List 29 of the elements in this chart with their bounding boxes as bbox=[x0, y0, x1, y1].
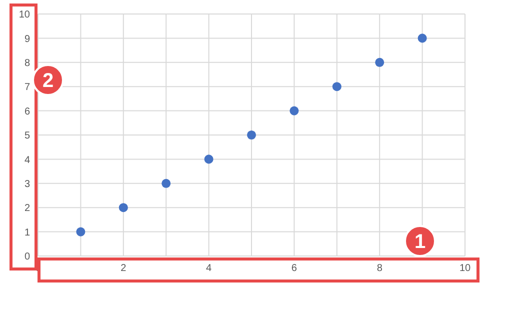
y-tick-label: 6 bbox=[24, 106, 30, 118]
point bbox=[162, 178, 171, 188]
y-tick-label: 8 bbox=[24, 58, 30, 69]
point bbox=[204, 154, 214, 164]
y-tick-label: 4 bbox=[24, 154, 30, 166]
y-tick-label: 2 bbox=[24, 203, 30, 214]
x-tick-label: 8 bbox=[376, 263, 383, 274]
annotation: 1 bbox=[414, 231, 426, 253]
x-tick-label: 2 bbox=[120, 263, 127, 274]
y-tick-label: 5 bbox=[24, 130, 30, 142]
numbered-badge: 2 bbox=[32, 64, 64, 96]
y-tick-label: 3 bbox=[24, 178, 30, 190]
y-tick-label: 1 bbox=[24, 227, 30, 238]
point bbox=[332, 82, 342, 92]
point bbox=[76, 227, 86, 236]
x-tick-label: 4 bbox=[206, 263, 212, 274]
point bbox=[418, 34, 427, 43]
point bbox=[375, 58, 384, 67]
y-tick-label: 10 bbox=[18, 10, 30, 21]
point bbox=[118, 203, 128, 212]
x-tick-label: 10 bbox=[459, 263, 471, 274]
y-tick-label: 7 bbox=[24, 82, 30, 94]
x-tick-label: 6 bbox=[291, 263, 298, 274]
numbered-badge: 1 bbox=[404, 225, 436, 257]
point bbox=[290, 106, 299, 116]
y-tick-label: 9 bbox=[24, 34, 30, 45]
y-tick-label: 0 bbox=[24, 252, 30, 263]
annotation: 2 bbox=[42, 70, 54, 92]
point bbox=[246, 130, 256, 140]
